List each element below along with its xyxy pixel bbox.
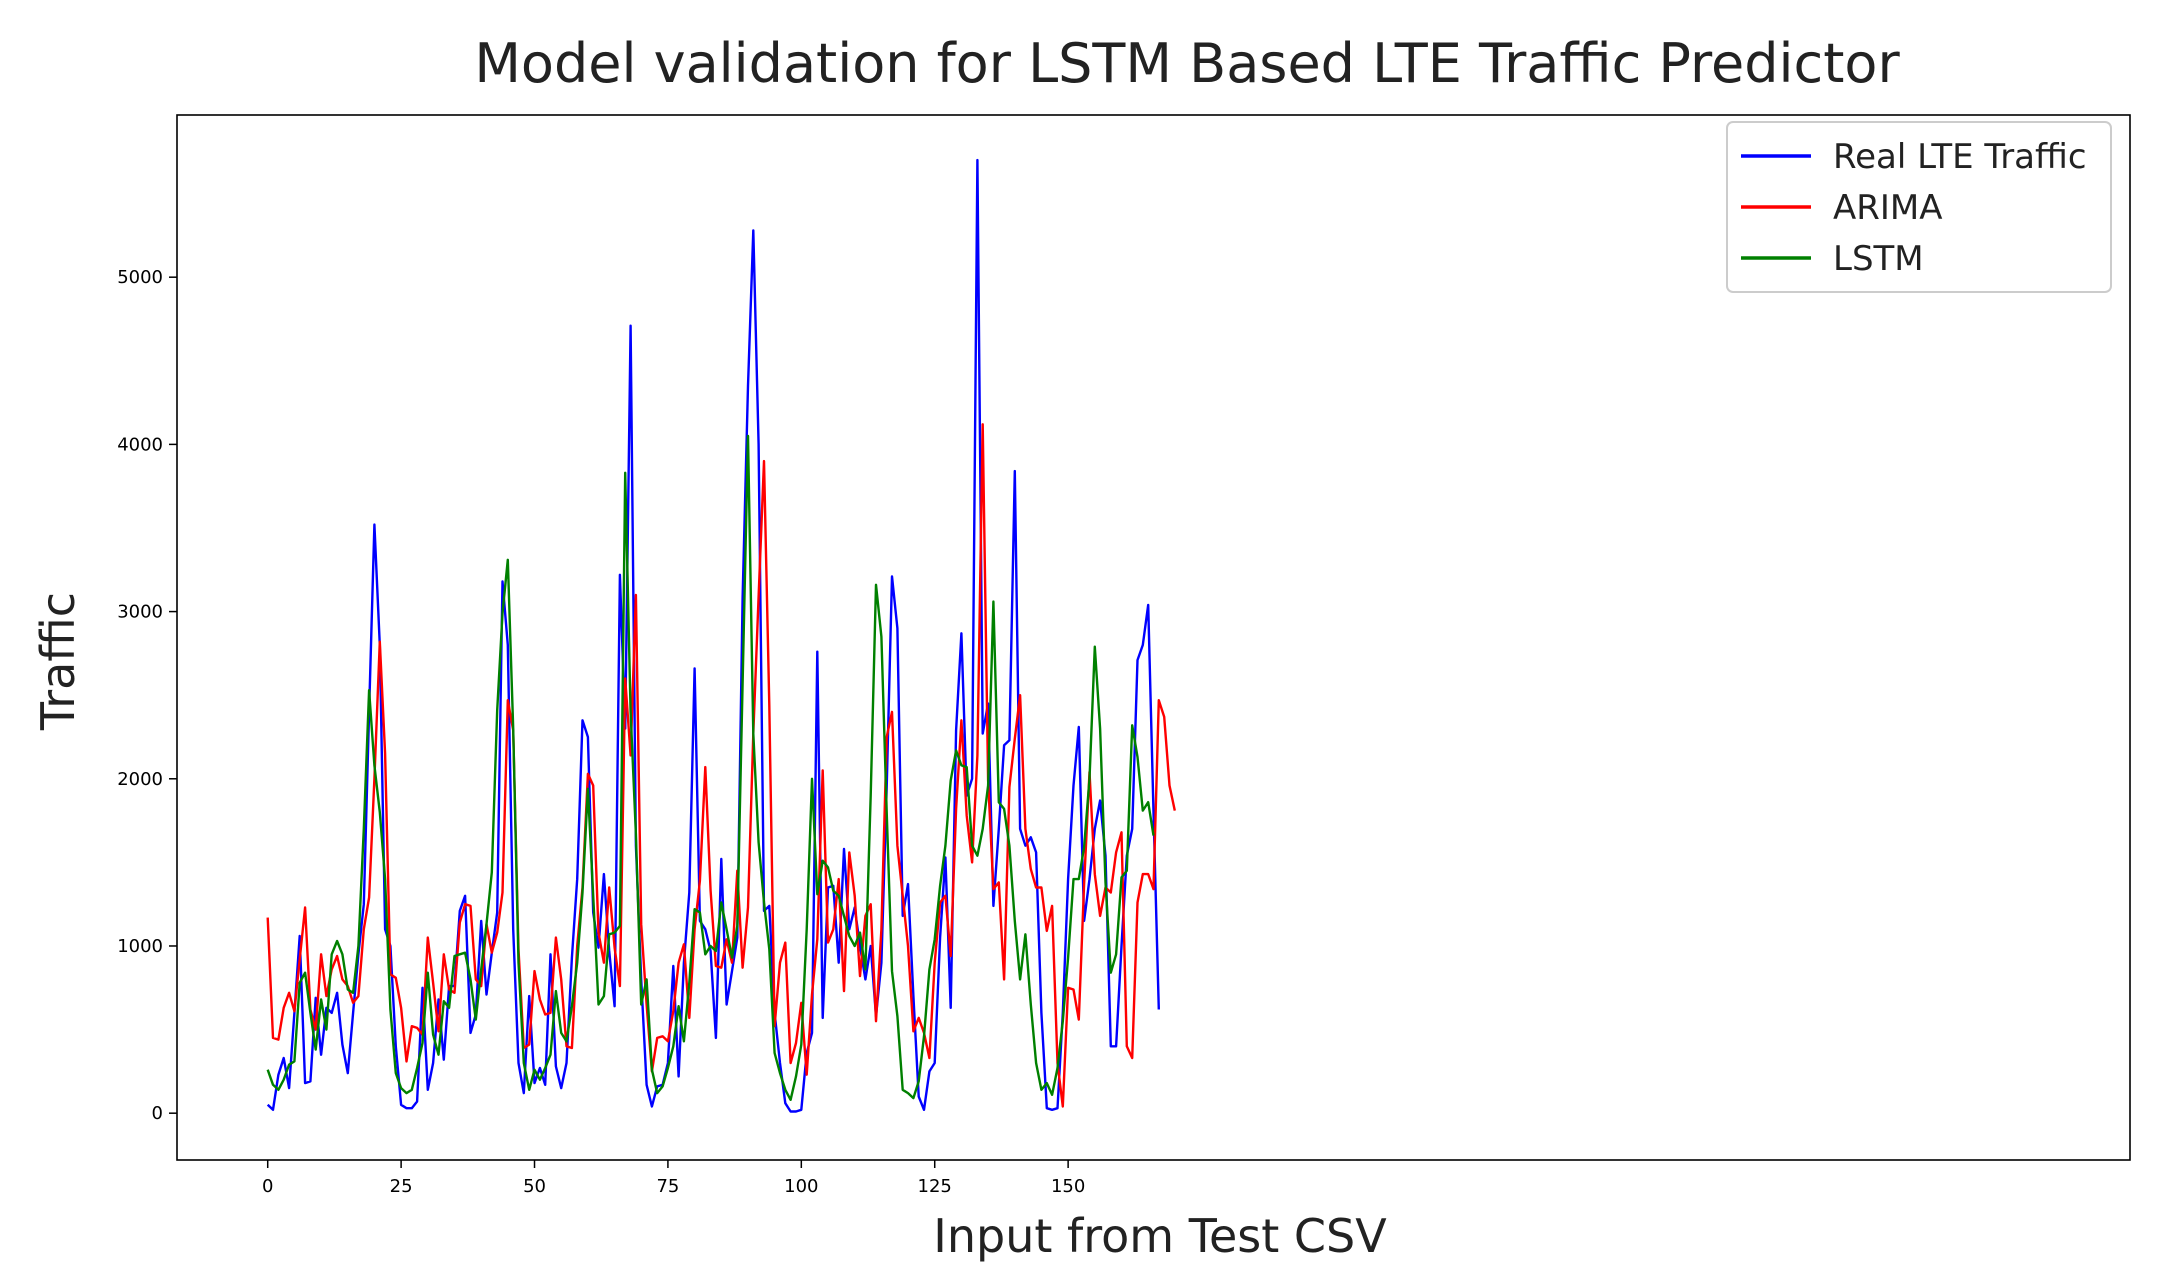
- x-axis-label: Input from Test CSV: [933, 1209, 1387, 1263]
- x-tick-label: 75: [656, 1176, 679, 1197]
- x-tick-label: 50: [523, 1176, 546, 1197]
- legend-box: [1726, 121, 2112, 293]
- legend-label-real-lte-traffic: Real LTE Traffic: [1833, 137, 2087, 177]
- series-line-arima: [266, 423, 1176, 1108]
- y-tick-label: 0: [152, 1103, 163, 1124]
- x-tick-label: 100: [784, 1176, 818, 1197]
- x-tick-label: 0: [262, 1176, 273, 1197]
- legend-label-arima: ARIMA: [1833, 188, 1943, 228]
- y-axis-label: Traffic: [31, 592, 85, 731]
- legend-label-lstm: LSTM: [1833, 239, 1924, 279]
- chart-title: Model validation for LSTM Based LTE Traf…: [474, 32, 1900, 95]
- plot-frame: [176, 114, 2131, 1161]
- series-line-real-lte-traffic: [266, 158, 1160, 1113]
- x-tick-label: 125: [918, 1176, 952, 1197]
- y-tick-label: 5000: [117, 267, 163, 288]
- legend: Real LTE Traffic ARIMA LSTM: [1726, 121, 2112, 293]
- x-tick-label: 150: [1051, 1176, 1085, 1197]
- axis-ticks: 0 25 50 75 100 125 150 0 1000 2000 3000 4000 5000: [117, 267, 1085, 1197]
- x-tick-label: 25: [390, 1176, 413, 1197]
- series-line-lstm: [266, 434, 1155, 1102]
- y-tick-label: 4000: [117, 434, 163, 455]
- y-tick-label: 2000: [117, 769, 163, 790]
- plot-area: [176, 114, 2131, 1161]
- y-tick-label: 3000: [117, 602, 163, 623]
- y-tick-label: 1000: [117, 936, 163, 957]
